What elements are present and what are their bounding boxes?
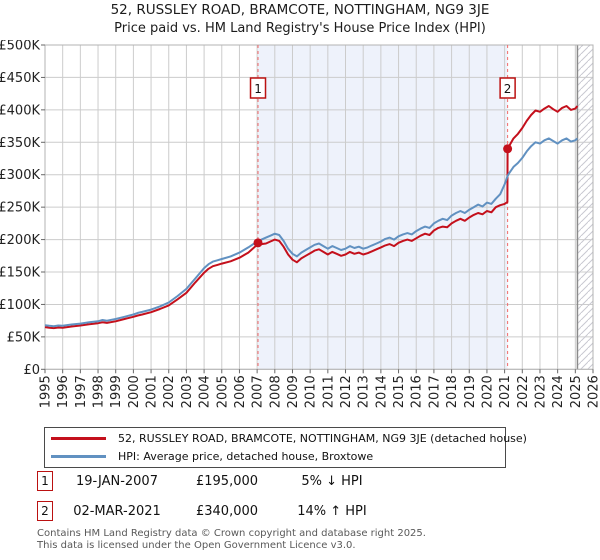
event-number-badge-2: 2 — [37, 501, 53, 521]
event-price-2: £340,000 — [195, 503, 259, 519]
event-hpi-comparison-1: 5% ↓ HPI — [301, 473, 363, 489]
footer-line-2: This data is licensed under the Open Gov… — [37, 539, 356, 551]
event-date-2: 02-MAR-2021 — [73, 503, 161, 519]
x-tick-label: 2022 — [516, 375, 531, 408]
footer-line-1: Contains HM Land Registry data © Crown c… — [37, 528, 426, 539]
y-tick-label: £50K — [7, 330, 41, 345]
x-tick-label: 2001 — [145, 375, 160, 408]
x-tick-label: 2006 — [233, 375, 248, 408]
sale-event-row-1: 1 19-JAN-2007 £195,000 5% ↓ HPI — [37, 471, 577, 491]
x-tick-label: 2015 — [392, 375, 407, 408]
future-hatched-region — [577, 45, 593, 370]
license-footer: Contains HM Land Registry data © Crown c… — [37, 528, 426, 551]
y-tick-label: £450K — [0, 71, 40, 86]
x-tick-label: 1995 — [39, 375, 54, 408]
x-tick-label: 2023 — [533, 375, 548, 408]
event-date-1: 19-JAN-2007 — [76, 473, 158, 489]
hpi-line — [44, 137, 579, 328]
price-history-chart-canvas: 1 2 £0 £50K £100K £150K £200K £250K £300K £350K £4… — [0, 40, 600, 408]
chart-title-subtitle: Price paid vs. HM Land Registry's House … — [114, 21, 486, 36]
y-tick-label: £500K — [0, 40, 40, 54]
sale-event-row-2: 2 02-MAR-2021 £340,000 14% ↑ HPI — [37, 501, 577, 521]
event-flag-number-1: 1 — [254, 82, 262, 96]
x-tick-label: 1998 — [92, 375, 107, 408]
x-tick-label: 2009 — [286, 375, 301, 408]
x-tick-label: 2019 — [463, 375, 478, 408]
x-tick-label: 2014 — [374, 375, 389, 408]
y-tick-label: £300K — [0, 168, 40, 183]
event-number-badge-1: 1 — [37, 471, 53, 491]
x-tick-label: 2017 — [427, 375, 442, 408]
x-tick-label: 2000 — [127, 375, 142, 408]
legend-label-price-paid: 52, RUSSLEY ROAD, BRAMCOTE, NOTTINGHAM, … — [118, 432, 527, 445]
event-hpi-comparison-2: 14% ↑ HPI — [297, 503, 367, 519]
x-tick-label: 2004 — [198, 375, 213, 408]
x-tick-label: 2024 — [551, 375, 566, 408]
x-tick-label: 2020 — [480, 375, 495, 408]
x-tick-label: 2013 — [357, 375, 372, 408]
legend-label-hpi: HPI: Average price, detached house, Brox… — [118, 450, 374, 463]
x-tick-label: 2021 — [498, 375, 513, 408]
x-tick-label: 2005 — [215, 375, 230, 408]
hpi-line-swatch — [51, 455, 106, 458]
sale-marker-2 — [503, 144, 513, 154]
price-line-swatch — [51, 437, 106, 440]
x-tick-label: 1997 — [74, 375, 89, 408]
x-tick-label: 2007 — [251, 375, 266, 408]
legend-item-hpi: HPI: Average price, detached house, Brox… — [45, 449, 505, 464]
event-flag-number-2: 2 — [504, 82, 512, 96]
event-flag-box-1 — [249, 77, 267, 99]
x-tick-label: 2008 — [268, 375, 283, 408]
x-tick-label: 1996 — [56, 375, 71, 408]
y-tick-label: £200K — [0, 233, 40, 248]
x-tick-label: 1999 — [109, 375, 124, 408]
y-tick-label: £400K — [0, 103, 40, 118]
x-tick-label: 2003 — [180, 375, 195, 408]
x-tick-label: 2018 — [445, 375, 460, 408]
x-tick-label: 2011 — [321, 375, 336, 408]
x-tick-label: 2016 — [410, 375, 425, 408]
chart-title-address: 52, RUSSLEY ROAD, BRAMCOTE, NOTTINGHAM, … — [110, 2, 490, 18]
y-tick-label: £250K — [0, 201, 40, 216]
x-tick-label: 2012 — [339, 375, 354, 408]
legend-box: 52, RUSSLEY ROAD, BRAMCOTE, NOTTINGHAM, … — [44, 427, 527, 468]
x-tick-label: 2025 — [569, 375, 584, 408]
x-tick-label: 2026 — [587, 375, 600, 408]
sale-marker-1 — [253, 238, 263, 248]
y-tick-label: £150K — [0, 266, 40, 281]
x-tick-label: 2002 — [162, 375, 177, 408]
y-tick-label: £100K — [0, 298, 40, 313]
event-flag-box-2 — [499, 77, 516, 99]
legend-item-price-paid: 52, RUSSLEY ROAD, BRAMCOTE, NOTTINGHAM, … — [45, 431, 527, 446]
y-tick-label: £0 — [23, 363, 40, 378]
x-tick-label: 2010 — [304, 375, 319, 408]
event-price-1: £195,000 — [195, 473, 259, 489]
y-tick-label: £350K — [0, 136, 40, 151]
price-paid-line — [44, 105, 579, 330]
